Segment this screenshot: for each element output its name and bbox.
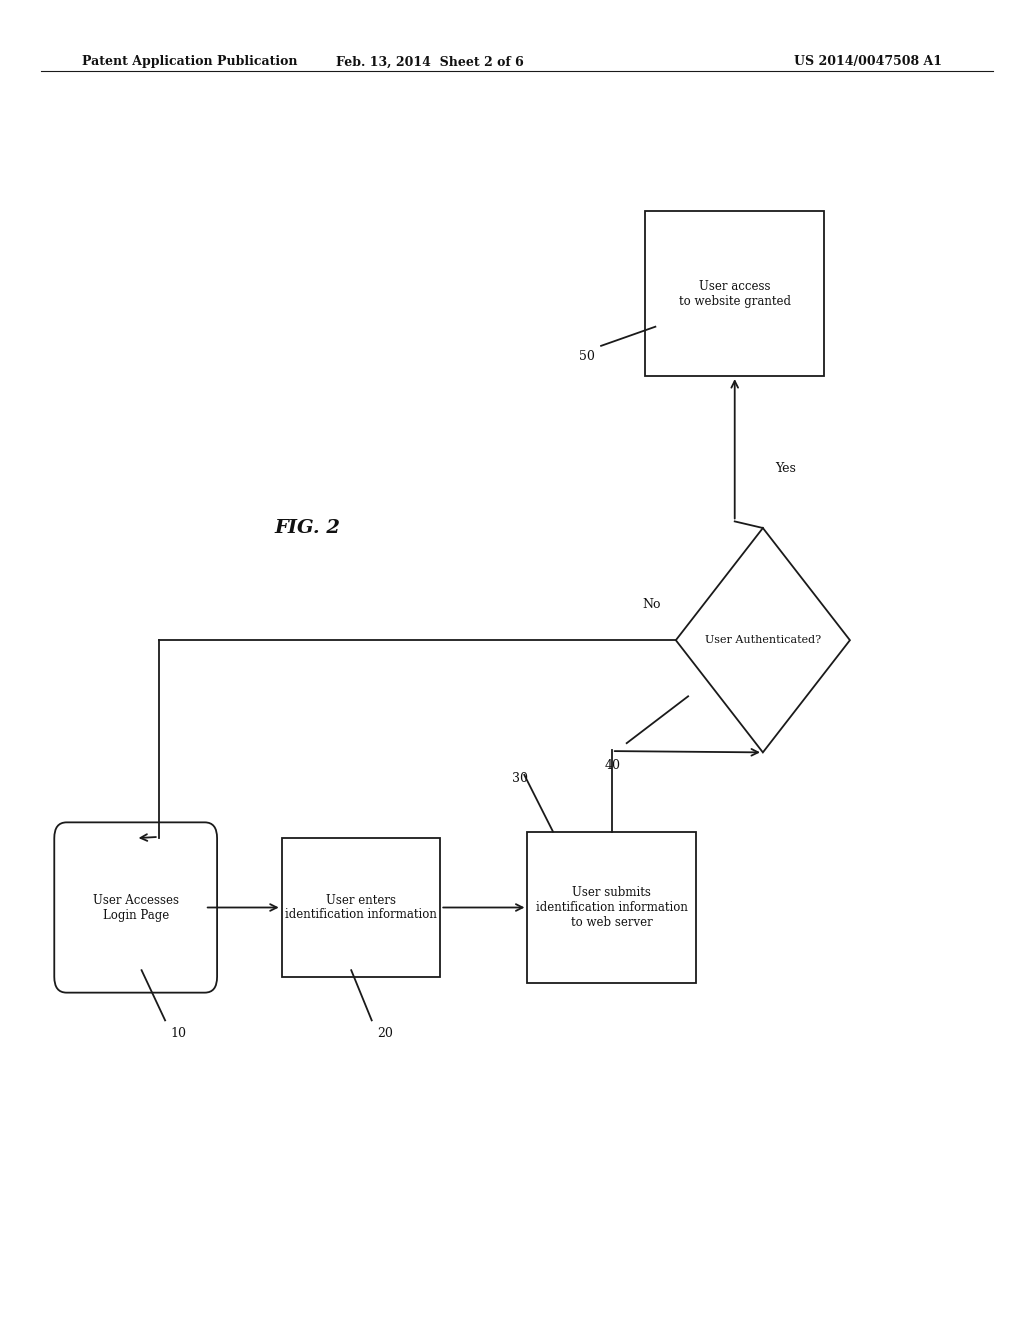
Text: 30: 30 bbox=[512, 772, 528, 785]
Text: FIG. 2: FIG. 2 bbox=[274, 519, 340, 537]
Text: Yes: Yes bbox=[775, 462, 796, 475]
Text: User Authenticated?: User Authenticated? bbox=[705, 635, 821, 645]
Text: User submits
identification information
to web server: User submits identification information … bbox=[536, 886, 688, 929]
Text: 20: 20 bbox=[377, 1027, 393, 1040]
Text: User Accesses
Login Page: User Accesses Login Page bbox=[93, 894, 178, 921]
Text: User enters
identification information: User enters identification information bbox=[285, 894, 437, 921]
Text: Patent Application Publication: Patent Application Publication bbox=[82, 55, 297, 69]
Bar bbox=[645, 211, 824, 376]
Text: 40: 40 bbox=[604, 759, 621, 772]
Text: 10: 10 bbox=[170, 1027, 186, 1040]
Text: Feb. 13, 2014  Sheet 2 of 6: Feb. 13, 2014 Sheet 2 of 6 bbox=[336, 55, 524, 69]
Text: No: No bbox=[642, 598, 660, 611]
Polygon shape bbox=[676, 528, 850, 752]
Text: 50: 50 bbox=[579, 350, 595, 363]
Text: User access
to website granted: User access to website granted bbox=[679, 280, 791, 308]
FancyBboxPatch shape bbox=[54, 822, 217, 993]
Text: US 2014/0047508 A1: US 2014/0047508 A1 bbox=[794, 55, 942, 69]
Bar bbox=[527, 832, 696, 983]
Bar bbox=[282, 838, 440, 977]
